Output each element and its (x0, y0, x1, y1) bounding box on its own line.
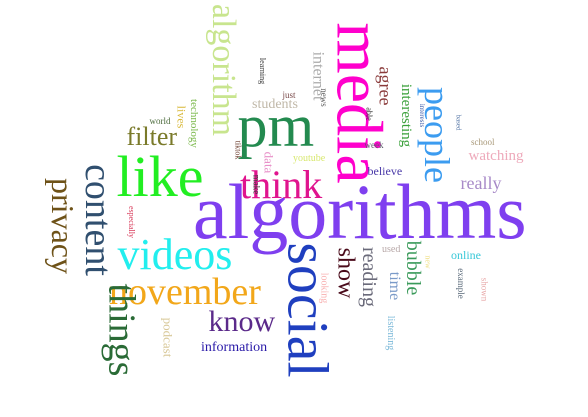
word-agree: agree (374, 66, 395, 106)
word-shown: shown (479, 277, 490, 301)
word-looking: looking (317, 272, 329, 304)
word-reading: reading (357, 247, 380, 307)
word-lives: lives (173, 105, 188, 129)
word-learning: learning (258, 57, 268, 85)
word-able: able (364, 107, 374, 121)
word-really: really (460, 173, 502, 193)
word-bubble: bubble (402, 240, 425, 296)
word-used: used (382, 244, 401, 255)
word-especially: especially (126, 206, 136, 238)
word-filter: filter (126, 122, 178, 151)
word-things: things (99, 283, 142, 377)
word-watching: watching (468, 147, 524, 164)
word-based: based (454, 114, 463, 130)
word-data: data (261, 151, 277, 173)
word-students: students (252, 97, 298, 112)
word-interesting: interesting (397, 83, 414, 147)
word-online: online (451, 248, 481, 262)
word-week: week (364, 139, 384, 150)
word-news: news (318, 87, 329, 107)
word-november: november (109, 271, 261, 313)
word-world: world (149, 115, 171, 126)
word-listening: listening (385, 315, 397, 351)
word-time: time (386, 271, 404, 301)
word-just: just (282, 89, 296, 100)
word-technology: technology (187, 98, 200, 148)
word-podcast: podcast (160, 317, 176, 357)
word-school: school (471, 136, 495, 147)
word-know: know (208, 305, 276, 338)
word-algorithm: algorithm (205, 3, 243, 137)
word-youtube: youtube (293, 153, 326, 164)
word-new: new (423, 255, 433, 269)
word-like: like (116, 144, 204, 209)
word-privacy: privacy (44, 178, 81, 274)
word-information: information (201, 340, 268, 355)
word-content: content (76, 164, 119, 276)
word-social: social (275, 242, 341, 378)
word-pm: pm (237, 93, 315, 159)
word-believe: believe (367, 164, 403, 178)
word-algorithms: algorithms (193, 168, 527, 255)
word-think: think (240, 162, 323, 207)
word-videos: videos (117, 230, 233, 279)
word-tiktok: tiktok (232, 140, 242, 160)
word-show: show (331, 247, 358, 299)
word-example: example (455, 267, 466, 299)
word-interests: interests (417, 103, 426, 127)
word-people: people (416, 87, 457, 183)
word-make: make (251, 174, 262, 194)
